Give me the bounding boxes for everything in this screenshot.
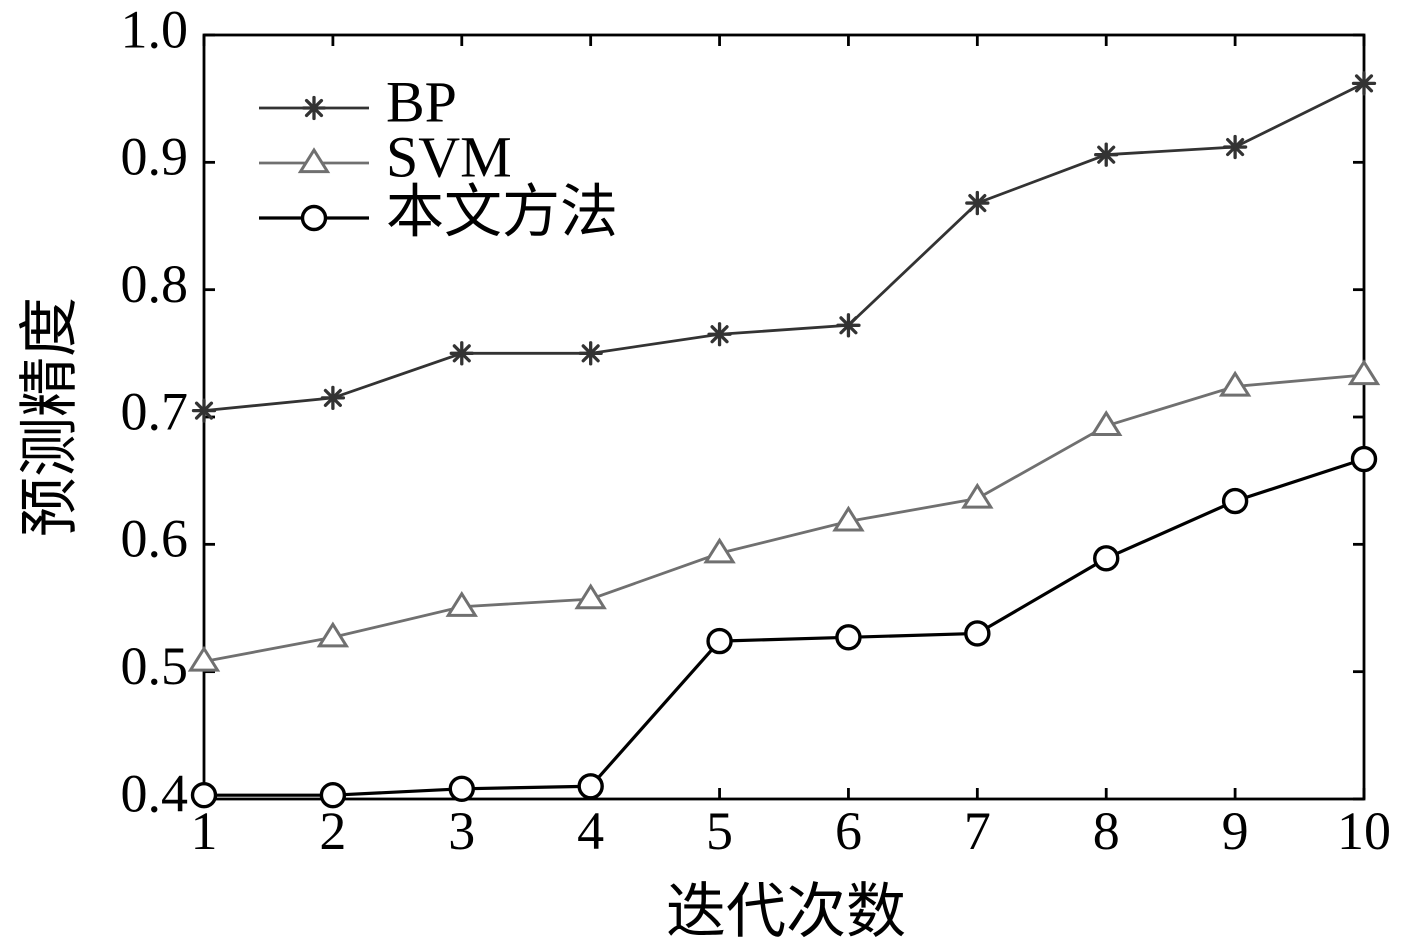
svg-text:1: 1 xyxy=(191,801,218,861)
svg-text:7: 7 xyxy=(964,801,991,861)
svg-text:8: 8 xyxy=(1093,801,1120,861)
svg-text:9: 9 xyxy=(1222,801,1249,861)
svg-text:0.9: 0.9 xyxy=(121,127,189,187)
svg-text:3: 3 xyxy=(448,801,475,861)
svg-text:1.0: 1.0 xyxy=(121,0,189,59)
svg-text:10: 10 xyxy=(1337,801,1391,861)
svg-text:本文方法: 本文方法 xyxy=(386,179,618,244)
svg-text:0.6: 0.6 xyxy=(121,509,189,569)
svg-text:4: 4 xyxy=(577,801,604,861)
svg-text:5: 5 xyxy=(706,801,733,861)
svg-text:0.7: 0.7 xyxy=(121,381,189,441)
svg-text:0.8: 0.8 xyxy=(121,254,189,314)
svg-text:迭代次数: 迭代次数 xyxy=(666,879,906,945)
svg-text:0.4: 0.4 xyxy=(121,763,189,823)
svg-text:2: 2 xyxy=(319,801,346,861)
svg-text:6: 6 xyxy=(835,801,862,861)
svg-text:0.5: 0.5 xyxy=(121,636,189,696)
svg-text:预测精度: 预测精度 xyxy=(17,297,83,537)
